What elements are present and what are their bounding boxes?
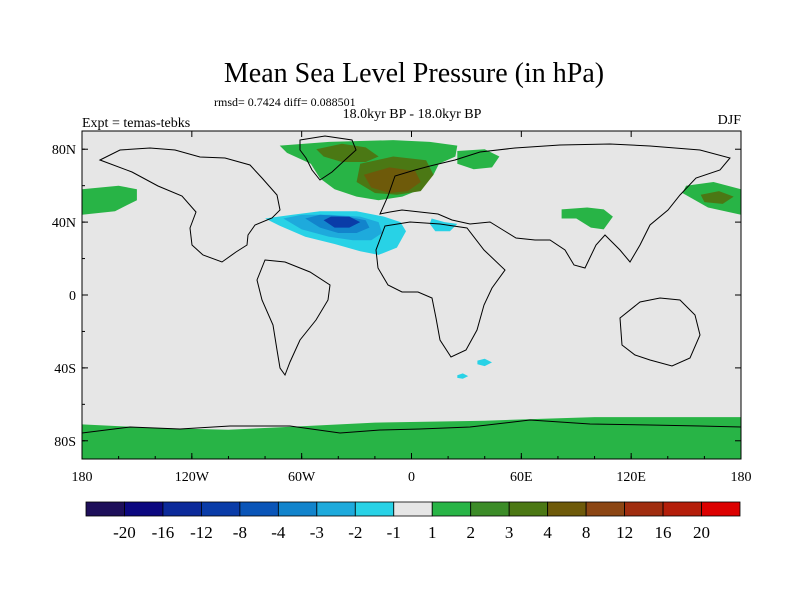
y-tick-label: 80S — [54, 435, 76, 450]
colorbar-swatch — [624, 501, 664, 517]
colorbar-label: -16 — [152, 523, 175, 542]
colorbar-label: 2 — [466, 523, 475, 542]
colorbar-swatch — [508, 501, 549, 517]
colorbar-swatch — [662, 501, 702, 517]
colorbar-swatch — [239, 501, 279, 517]
colorbar-swatch — [277, 501, 318, 517]
colorbar-swatch — [354, 501, 395, 517]
colorbar-label: -12 — [190, 523, 213, 542]
colorbar-label: 1 — [428, 523, 437, 542]
colorbar-label: -1 — [387, 523, 401, 542]
colorbar-swatch — [201, 501, 241, 517]
y-tick-label: 80N — [52, 143, 76, 158]
colorbar-label: 3 — [505, 523, 514, 542]
x-axis: 180 120W 60W 0 60E 120E 180 — [72, 131, 752, 485]
colorbar-label: -2 — [348, 523, 362, 542]
colorbar-swatch — [393, 501, 433, 517]
colorbar-label: 8 — [582, 523, 591, 542]
anomaly-region — [700, 191, 734, 204]
anomaly-region — [477, 358, 492, 367]
x-tick-label: 0 — [408, 470, 415, 485]
chart-title: Mean Sea Level Pressure (in hPa) — [224, 58, 604, 89]
x-tick-label: 60E — [510, 470, 533, 485]
anomaly-region — [82, 185, 137, 215]
y-axis: 80N 40N 0 40S 80S — [52, 143, 741, 450]
colorbar-swatch — [316, 501, 356, 517]
colorbar-swatch — [431, 501, 472, 517]
left-label: Expt = temas-tebks — [82, 116, 190, 131]
y-tick-label: 40S — [54, 362, 76, 377]
colorbar-swatch — [585, 501, 625, 517]
colorbar-label: -3 — [310, 523, 324, 542]
coast-south-america — [256, 259, 331, 377]
colorbar-swatch — [124, 501, 164, 517]
coast-north-america — [98, 147, 281, 263]
anomaly-region — [561, 207, 613, 230]
colorbar-label: -20 — [113, 523, 136, 542]
stats-label: rmsd= 0.7424 diff= 0.088501 — [214, 95, 356, 109]
colorbar-label: -4 — [271, 523, 286, 542]
coast-antarctica — [82, 419, 741, 434]
anomaly-region — [363, 167, 421, 193]
colorbar-swatch — [470, 501, 510, 517]
coast-australia — [619, 297, 701, 367]
x-tick-label: 120E — [616, 470, 646, 485]
colorbar-swatch — [162, 501, 202, 517]
y-tick-label: 0 — [69, 289, 76, 304]
subtitle: 18.0kyr BP - 18.0kyr BP — [343, 107, 482, 122]
colorbar-swatch — [85, 501, 125, 517]
x-tick-label: 180 — [731, 470, 752, 485]
x-tick-label: 60W — [288, 470, 316, 485]
x-tick-label: 180 — [72, 470, 93, 485]
y-tick-label: 40N — [52, 216, 76, 231]
anomaly-region — [316, 143, 379, 162]
anomaly-region — [323, 216, 361, 228]
colorbar-label: 20 — [693, 523, 710, 542]
anomaly-region — [82, 417, 741, 459]
colorbar: -20 -16 -12 -8 -4 -3 -2 -1 1 2 3 4 8 12 16 20 — [85, 501, 741, 542]
coastlines — [82, 135, 741, 434]
anomaly-region — [457, 149, 500, 170]
anomaly-region — [457, 373, 469, 379]
colorbar-swatch — [701, 501, 741, 517]
coast-eurasia — [379, 143, 731, 269]
coast-africa — [375, 221, 506, 358]
colorbar-label: 4 — [543, 523, 552, 542]
right-label: DJF — [718, 113, 742, 128]
x-tick-label: 120W — [175, 470, 210, 485]
colorbar-label: -8 — [233, 523, 247, 542]
colorbar-label: 16 — [655, 523, 672, 542]
coast-greenland — [299, 135, 357, 181]
colorbar-swatch — [547, 501, 587, 517]
colorbar-label: 12 — [616, 523, 633, 542]
